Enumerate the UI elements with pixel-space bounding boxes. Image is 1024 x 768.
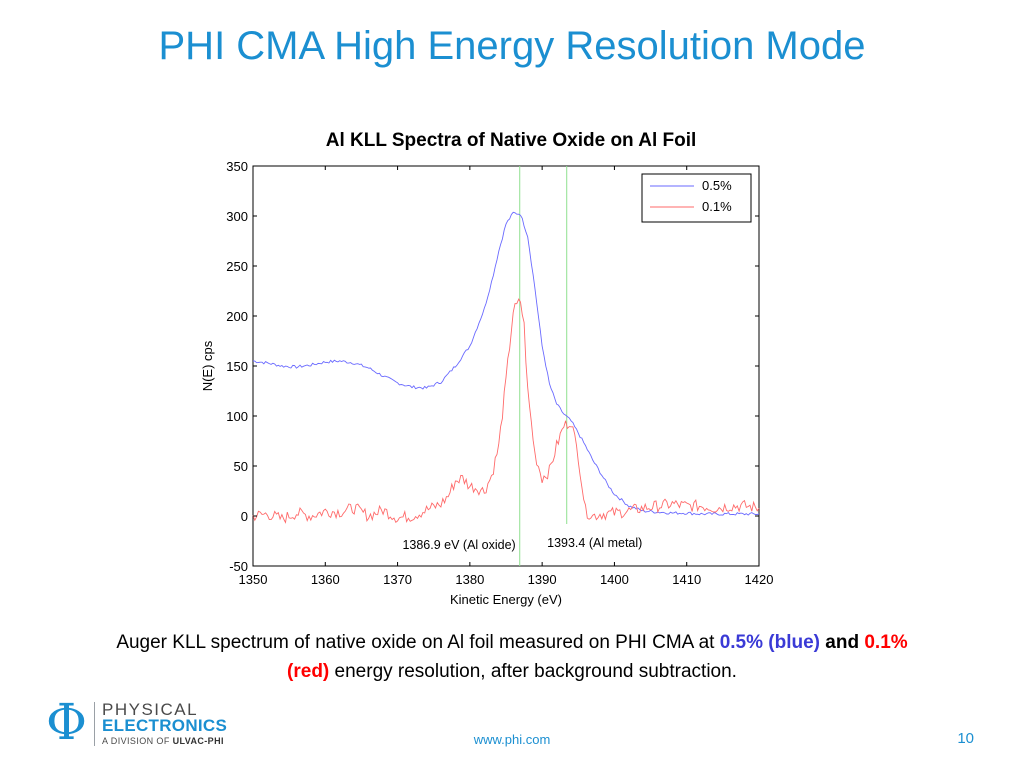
legend-label: 0.1%	[702, 199, 732, 214]
caption-text-2: energy resolution, after background subt…	[329, 661, 737, 682]
x-axis: 1350 1360 1370 1380 1390 1400 1410 1420	[239, 166, 774, 587]
y-tick-label: 200	[226, 309, 248, 324]
plot-frame	[252, 165, 760, 567]
reference-label: 1386.9 eV (Al oxide)	[402, 538, 515, 552]
legend-label: 0.5%	[702, 178, 732, 193]
x-tick-label: 1410	[672, 572, 701, 587]
legend-box	[641, 173, 752, 223]
figure-caption: Auger KLL spectrum of native oxide on Al…	[100, 628, 924, 686]
x-tick-label: 1390	[528, 572, 557, 587]
page-number: 10	[957, 730, 974, 747]
y-tick-label: 300	[226, 209, 248, 224]
caption-red-label: 0.1% (red)	[287, 632, 908, 682]
x-axis-label: Kinetic Energy (eV)	[450, 592, 562, 607]
chart-title: Al KLL Spectra of Native Oxide on Al Foi…	[326, 130, 697, 151]
x-tick-label: 1380	[455, 572, 484, 587]
x-tick-label: 1370	[383, 572, 412, 587]
physical-electronics-logo: Φ PHYSICAL ELECTRONICS A DIVISION OF ULV…	[46, 694, 228, 750]
y-tick-label: 150	[226, 359, 248, 374]
phi-symbol-icon: Φ	[46, 693, 87, 751]
y-tick-label: 350	[226, 159, 248, 174]
slide-title: PHI CMA High Energy Resolution Mode	[158, 24, 866, 68]
reference-lines	[519, 166, 568, 566]
caption-blue-label: 0.5% (blue)	[719, 632, 821, 653]
series-line	[252, 211, 760, 516]
y-axis: -50 0 50 100 150 200 250 300 350	[226, 159, 759, 574]
x-tick-label: 1420	[745, 572, 774, 587]
logo-divider	[94, 702, 95, 746]
series-line	[252, 298, 760, 524]
caption-and: and	[820, 632, 865, 653]
reference-label: 1393.4 (Al metal)	[547, 536, 642, 550]
y-tick-label: -50	[229, 559, 248, 574]
logo-brand-text: ULVAC-PHI	[172, 736, 224, 746]
logo-line-3: A DIVISION OF ULVAC-PHI	[102, 736, 224, 746]
logo-line-1: PHYSICAL	[102, 700, 199, 719]
caption-text-1: Auger KLL spectrum of native oxide on Al…	[116, 632, 720, 653]
y-tick-label: 100	[226, 409, 248, 424]
x-tick-label: 1360	[311, 572, 340, 587]
legend: 0.5% 0.1%	[641, 173, 752, 223]
y-tick-label: 0	[241, 509, 248, 524]
y-tick-label: 250	[226, 259, 248, 274]
x-tick-label: 1400	[600, 572, 629, 587]
y-axis-label: N(E) cps	[200, 340, 215, 391]
series-layer	[252, 211, 760, 524]
reference-annotations: 1386.9 eV (Al oxide) 1393.4 (Al metal)	[402, 536, 642, 552]
y-tick-label: 50	[234, 459, 248, 474]
x-tick-label: 1350	[239, 572, 268, 587]
logo-line-2: ELECTRONICS	[102, 716, 228, 735]
footer-url-link[interactable]: www.phi.com	[473, 732, 551, 747]
logo-division-text: A DIVISION OF	[102, 736, 173, 746]
